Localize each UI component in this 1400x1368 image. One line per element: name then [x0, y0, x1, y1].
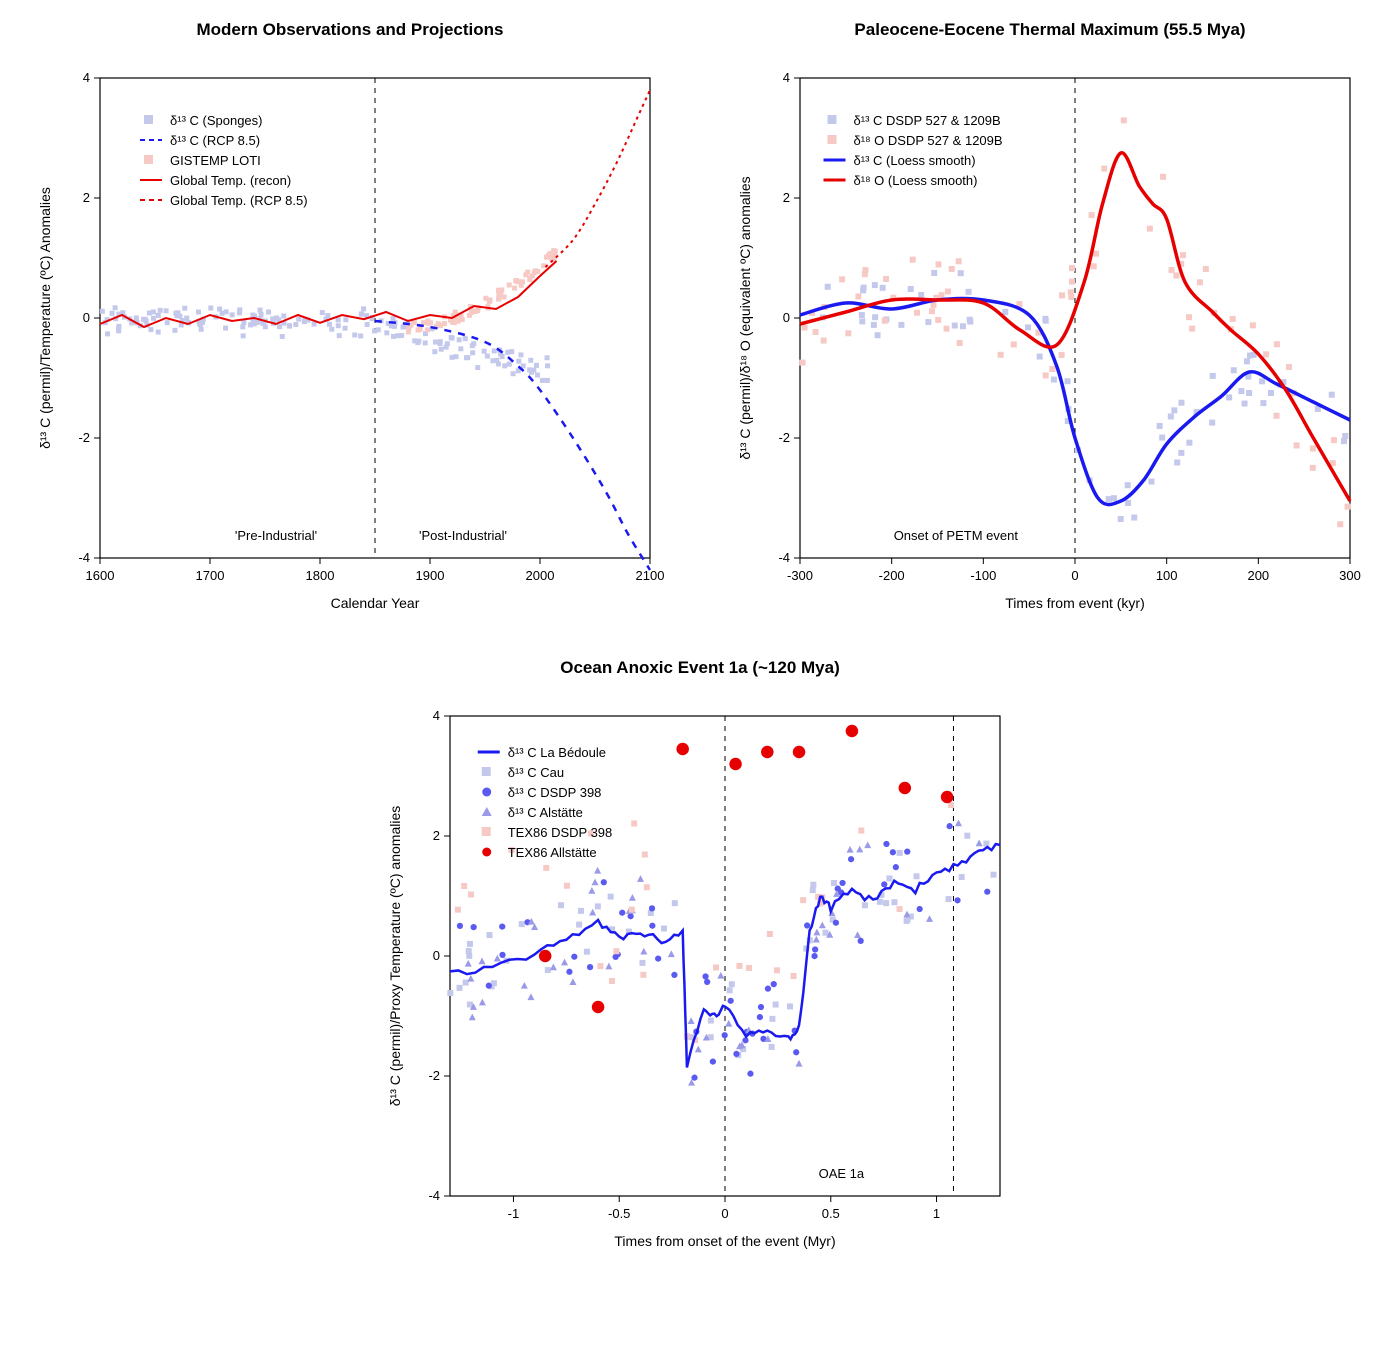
svg-text:OAE 1a: OAE 1a	[819, 1166, 865, 1181]
svg-text:-2: -2	[778, 430, 790, 445]
chart-b: -300 -200 -100 0 100 200 300 -4 -2 0 2 4 Times from …	[720, 48, 1380, 628]
panel-oae: Ocean Anoxic Event 1a (~120 Mya) -1 -0.5 0…	[20, 658, 1380, 1266]
svg-text:-4: -4	[428, 1188, 440, 1203]
svg-text:TEX86 DSDP 398: TEX86 DSDP 398	[508, 825, 613, 840]
panel-a-title: Modern Observations and Projections	[20, 20, 680, 40]
svg-text:-1: -1	[508, 1206, 520, 1221]
svg-text:1: 1	[933, 1206, 940, 1221]
panel-petm: Paleocene-Eocene Thermal Maximum (55.5 M…	[720, 20, 1380, 628]
svg-text:0: 0	[721, 1206, 728, 1221]
chart-c: -1 -0.5 0 0.5 1 -4 -2 0 2 4 Times from onset of th…	[370, 686, 1030, 1266]
svg-text:4: 4	[83, 70, 90, 85]
svg-text:0: 0	[783, 310, 790, 325]
svg-text:δ¹³ C DSDP 527 & 1209B: δ¹³ C DSDP 527 & 1209B	[854, 113, 1001, 128]
svg-text:'Pre-Industrial': 'Pre-Industrial'	[235, 528, 317, 543]
svg-text:δ¹³ C (RCP 8.5): δ¹³ C (RCP 8.5)	[170, 133, 260, 148]
svg-text:Calendar Year: Calendar Year	[331, 595, 420, 611]
svg-text:Times from event (kyr): Times from event (kyr)	[1005, 595, 1145, 611]
svg-text:Times from onset of the event: Times from onset of the event (Myr)	[614, 1233, 835, 1249]
svg-text:0: 0	[83, 310, 90, 325]
panel-modern: Modern Observations and Projections 1600…	[20, 20, 680, 628]
svg-text:2: 2	[83, 190, 90, 205]
svg-text:GISTEMP LOTI: GISTEMP LOTI	[170, 153, 261, 168]
svg-text:δ¹³ C Alstätte: δ¹³ C Alstätte	[508, 805, 583, 820]
svg-text:2100: 2100	[636, 568, 665, 583]
svg-text:δ¹³ C La Bédoule: δ¹³ C La Bédoule	[508, 745, 606, 760]
svg-text:-300: -300	[787, 568, 813, 583]
svg-text:-2: -2	[78, 430, 90, 445]
svg-text:δ¹³ C (Sponges): δ¹³ C (Sponges)	[170, 113, 263, 128]
svg-text:1900: 1900	[416, 568, 445, 583]
panel-c-title: Ocean Anoxic Event 1a (~120 Mya)	[370, 658, 1030, 678]
svg-text:4: 4	[783, 70, 790, 85]
svg-text:2: 2	[433, 828, 440, 843]
svg-text:1600: 1600	[86, 568, 115, 583]
svg-text:0: 0	[1071, 568, 1078, 583]
svg-text:δ¹³ C (Loess smooth): δ¹³ C (Loess smooth)	[854, 153, 976, 168]
svg-text:Global Temp. (recon): Global Temp. (recon)	[170, 173, 291, 188]
svg-text:0.5: 0.5	[822, 1206, 840, 1221]
svg-text:-4: -4	[78, 550, 90, 565]
svg-text:100: 100	[1156, 568, 1178, 583]
svg-text:300: 300	[1339, 568, 1361, 583]
svg-text:200: 200	[1247, 568, 1269, 583]
svg-text:'Post-Industrial': 'Post-Industrial'	[419, 528, 507, 543]
svg-text:TEX86 Allstätte: TEX86 Allstätte	[508, 845, 597, 860]
svg-text:0: 0	[433, 948, 440, 963]
svg-text:δ¹³ C (permil)/δ¹⁸ O (equivale: δ¹³ C (permil)/δ¹⁸ O (equivalent ºC) ano…	[737, 176, 753, 459]
panel-b-title: Paleocene-Eocene Thermal Maximum (55.5 M…	[720, 20, 1380, 40]
svg-text:Onset of PETM event: Onset of PETM event	[894, 528, 1019, 543]
svg-text:δ¹³ C Cau: δ¹³ C Cau	[508, 765, 564, 780]
svg-text:-0.5: -0.5	[608, 1206, 630, 1221]
svg-text:-100: -100	[970, 568, 996, 583]
chart-a: 1600 1700 1800 1900 2000 2100 -4 -2 0 2 4 Calendar …	[20, 48, 680, 628]
svg-text:δ¹³ C DSDP 398: δ¹³ C DSDP 398	[508, 785, 602, 800]
svg-text:-200: -200	[879, 568, 905, 583]
svg-text:1800: 1800	[306, 568, 335, 583]
svg-text:-4: -4	[778, 550, 790, 565]
svg-text:δ¹³ C (permil)/Temperature (ºC: δ¹³ C (permil)/Temperature (ºC) Anomalie…	[37, 187, 53, 449]
chart-grid: Modern Observations and Projections 1600…	[20, 20, 1380, 1266]
svg-text:δ¹⁸ O DSDP 527 & 1209B: δ¹⁸ O DSDP 527 & 1209B	[854, 133, 1003, 148]
svg-text:δ¹⁸ O (Loess smooth): δ¹⁸ O (Loess smooth)	[854, 173, 978, 188]
svg-text:-2: -2	[428, 1068, 440, 1083]
svg-text:2: 2	[783, 190, 790, 205]
svg-text:4: 4	[433, 708, 440, 723]
svg-text:Global Temp. (RCP 8.5): Global Temp. (RCP 8.5)	[170, 193, 308, 208]
svg-text:δ¹³ C (permil)/Proxy Temperatu: δ¹³ C (permil)/Proxy Temperature (ºC) an…	[387, 806, 403, 1107]
svg-text:1700: 1700	[196, 568, 225, 583]
svg-text:2000: 2000	[526, 568, 555, 583]
